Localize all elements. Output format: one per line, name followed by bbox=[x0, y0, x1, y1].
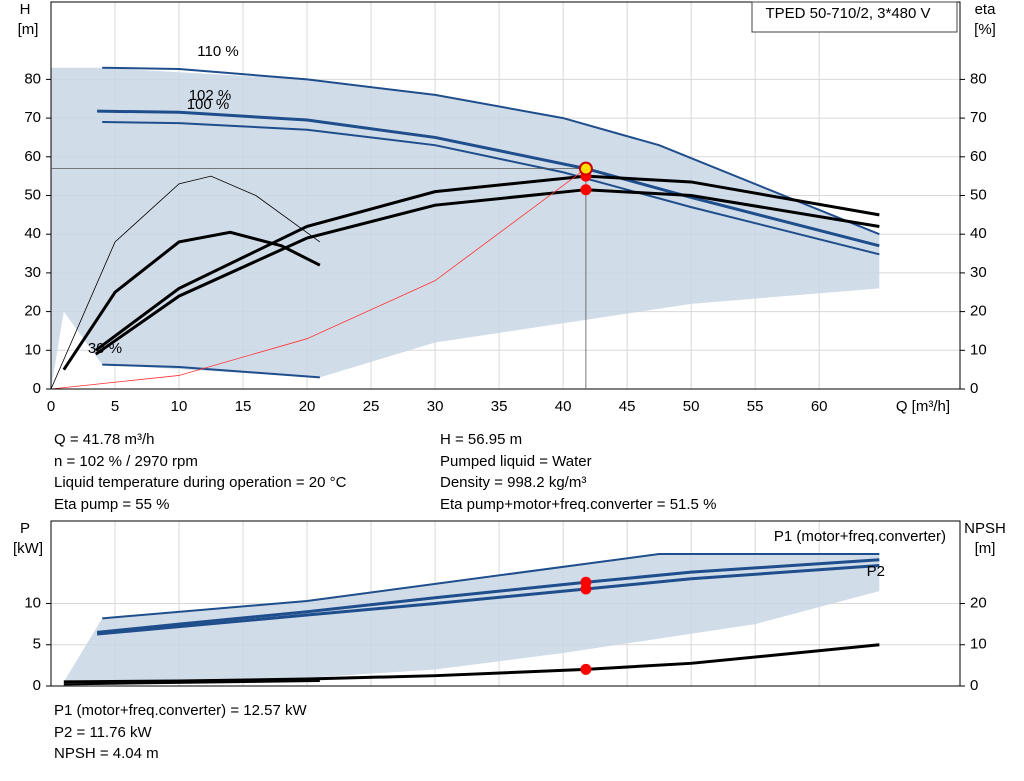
curve bbox=[62, 230, 321, 371]
y2-tick-label: 20 bbox=[970, 594, 987, 611]
y-tick-label: 10 bbox=[24, 341, 41, 358]
duty-point bbox=[578, 161, 593, 176]
curve bbox=[50, 175, 321, 390]
info-block: P1 (motor+freq.converter) = 12.57 kW P2 =… bbox=[54, 700, 307, 765]
curve bbox=[102, 553, 880, 620]
title-box bbox=[751, 1, 958, 33]
curve bbox=[63, 680, 320, 686]
curve bbox=[63, 643, 880, 684]
x-tick-label: 15 bbox=[235, 398, 252, 415]
y2-tick-label: 70 bbox=[970, 109, 987, 126]
x-axis-label: Q [m³/h] bbox=[896, 398, 950, 415]
y2-tick-label: 0 bbox=[970, 380, 978, 397]
curve bbox=[94, 188, 880, 356]
y2-axis-unit: [m] bbox=[975, 540, 996, 557]
y2-axis-label: eta bbox=[975, 1, 997, 18]
x-tick-label: 45 bbox=[619, 398, 636, 415]
curve-label: P1 (motor+freq.converter) bbox=[774, 528, 946, 545]
y2-tick-label: 80 bbox=[970, 70, 987, 87]
y-axis-unit: [kW] bbox=[13, 540, 43, 557]
y-tick-label: 30 bbox=[24, 264, 41, 281]
curve bbox=[102, 120, 880, 256]
curve bbox=[97, 109, 880, 248]
y2-axis-unit: [%] bbox=[974, 21, 996, 38]
curve bbox=[96, 564, 880, 636]
info-line: Density = 998.2 kg/m³ bbox=[440, 474, 587, 491]
info-block: Q = 41.78 m³/h H = 56.95 m n = 102 % / 297… bbox=[54, 429, 840, 515]
info-line: Pumped liquid = Water bbox=[440, 452, 592, 470]
eta-point bbox=[580, 184, 592, 196]
x-tick-label: 5 bbox=[111, 398, 119, 415]
y-axis-label: P bbox=[20, 520, 30, 537]
x-tick-label: 35 bbox=[491, 398, 508, 415]
curve-label: 102 % bbox=[189, 87, 232, 104]
y-tick-label: 10 bbox=[24, 594, 41, 611]
info-line: P2 = 11.76 kW bbox=[54, 723, 152, 741]
curve-label: 100 % bbox=[187, 96, 230, 113]
x-tick-label: 25 bbox=[363, 398, 380, 415]
x-tick-label: 10 bbox=[171, 398, 188, 415]
y2-tick-label: 60 bbox=[970, 148, 987, 165]
y2-tick-label: 40 bbox=[970, 225, 987, 242]
x-tick-label: 20 bbox=[299, 398, 316, 415]
x-tick-label: 30 bbox=[427, 398, 444, 415]
curve bbox=[94, 174, 880, 352]
curve bbox=[96, 558, 880, 634]
info-line: Eta pump = 55 % bbox=[54, 495, 170, 513]
curve bbox=[102, 66, 880, 236]
y-tick-label: 5 bbox=[33, 636, 41, 653]
info-line: NPSH = 4.04 m bbox=[54, 745, 159, 762]
y-tick-label: 80 bbox=[24, 70, 41, 87]
x-tick-label: 40 bbox=[555, 398, 572, 415]
y-tick-label: 20 bbox=[24, 303, 41, 320]
y2-axis-label: NPSH bbox=[964, 520, 1006, 537]
info-line: P1 (motor+freq.converter) = 12.57 kW bbox=[54, 702, 307, 719]
chart-title: TPED 50-710/2, 3*480 V bbox=[765, 5, 930, 22]
info-line: H = 56.95 m bbox=[440, 431, 523, 448]
info-line: Q = 41.78 m³/h bbox=[54, 431, 155, 448]
y-axis-label: H bbox=[20, 1, 31, 18]
y-axis-unit: [m] bbox=[18, 21, 39, 38]
y2-tick-label: 10 bbox=[970, 636, 987, 653]
npsh-point bbox=[580, 663, 592, 675]
curve-label: 110 % bbox=[197, 43, 238, 60]
y2-tick-label: 20 bbox=[970, 303, 987, 320]
y-tick-label: 50 bbox=[24, 186, 41, 203]
x-tick-label: 55 bbox=[747, 398, 764, 415]
operating-range bbox=[63, 554, 880, 682]
curve bbox=[102, 363, 320, 379]
curve-label: P2 bbox=[867, 563, 885, 580]
x-tick-label: 50 bbox=[683, 398, 700, 415]
y2-tick-label: 30 bbox=[970, 264, 987, 281]
power-point bbox=[580, 583, 592, 595]
info-line: n = 102 % / 2970 rpm bbox=[54, 452, 198, 470]
y-tick-label: 0 bbox=[33, 380, 41, 397]
x-tick-label: 60 bbox=[811, 398, 828, 415]
curve bbox=[50, 168, 587, 390]
operating-range bbox=[51, 67, 880, 389]
info-line: Eta pump+motor+freq.converter = 51.5 % bbox=[440, 495, 717, 513]
y2-tick-label: 10 bbox=[970, 341, 987, 358]
x-tick-label: 0 bbox=[47, 398, 55, 415]
info-line: Liquid temperature during operation = 20… bbox=[54, 474, 347, 491]
y-tick-label: 70 bbox=[24, 109, 41, 126]
y-tick-label: 0 bbox=[33, 677, 41, 694]
y-tick-label: 40 bbox=[24, 225, 41, 242]
y2-tick-label: 0 bbox=[970, 677, 978, 694]
y2-tick-label: 50 bbox=[970, 186, 987, 203]
y-tick-label: 60 bbox=[24, 148, 41, 165]
